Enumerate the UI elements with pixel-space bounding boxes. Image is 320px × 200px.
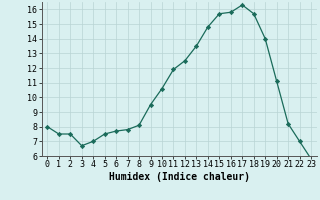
X-axis label: Humidex (Indice chaleur): Humidex (Indice chaleur)	[109, 172, 250, 182]
